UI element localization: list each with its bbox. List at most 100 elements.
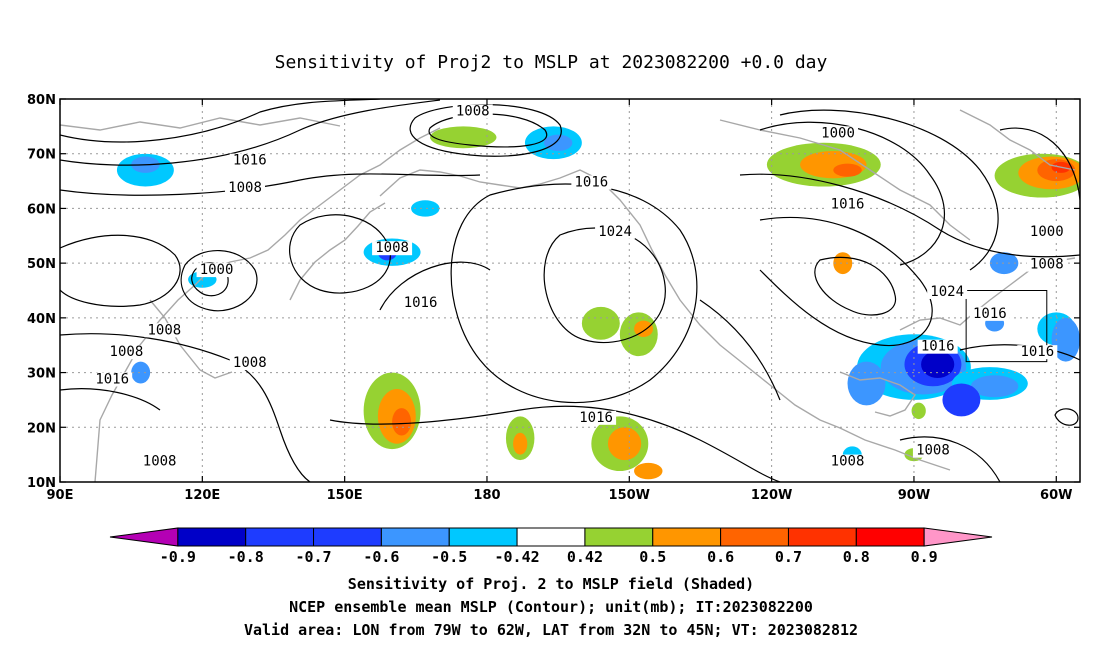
contour-label: 1016 (95, 372, 129, 388)
contour-label-bg (372, 241, 413, 256)
contour-label: 1008 (375, 240, 409, 256)
contour-label: 1008 (143, 454, 177, 470)
sensitivity-patch (131, 361, 151, 384)
lon-tick-label: 90E (47, 488, 74, 503)
colorbar-segment (652, 527, 722, 547)
contour-label: 1008 (110, 344, 144, 360)
sensitivity-patch (543, 134, 573, 151)
sensitivity-patch (581, 306, 620, 340)
contour-label-bg (1017, 345, 1058, 360)
lon-tick-label: 180 (473, 488, 500, 503)
contour-label-bg (818, 126, 859, 141)
contour-label-bg (571, 175, 612, 190)
contour-label: 1008 (1030, 257, 1064, 273)
lat-tick-label: 80N (27, 93, 56, 108)
colorbar-segment (245, 527, 315, 547)
contour-label: 1008 (831, 454, 865, 470)
contour-label-bg (969, 306, 1010, 321)
contour-label: 1008 (228, 180, 262, 196)
contour-label: 1000 (821, 125, 855, 141)
lat-tick-label: 70N (27, 148, 56, 163)
contour-label: 1016 (579, 410, 613, 426)
contour-label: 1008 (148, 322, 182, 338)
lat-tick-label: 50N (27, 257, 56, 272)
contour-label: 1016 (404, 295, 438, 311)
contour-label: 1016 (574, 175, 608, 191)
colorbar-level-label: 0.6 (707, 548, 734, 566)
sensitivity-patch (921, 350, 955, 379)
contour-label-bg (225, 181, 266, 196)
contour-label-bg (1026, 224, 1067, 239)
colorbar-level-label: 0.9 (911, 548, 938, 566)
contour-label: 1000 (200, 262, 234, 278)
contour-label: 1008 (456, 103, 490, 119)
contour-label: 1016 (1020, 344, 1054, 360)
colorbar-segment (584, 527, 654, 547)
colorbar-level-label: -0.7 (295, 548, 331, 566)
sensitivity-patch (847, 361, 886, 406)
lon-tick-label: 120W (751, 488, 792, 503)
contour-label-bg (92, 372, 133, 387)
colorbar-min-triangle (109, 527, 179, 547)
contour-label-bg (229, 356, 270, 371)
contour-label: 1008 (916, 443, 950, 459)
contour-label-bg (400, 295, 441, 310)
colorbar-segment (855, 527, 925, 547)
sensitivity-patch (989, 252, 1019, 275)
lon-tick-label: 60W (1040, 488, 1072, 503)
contour-label: 1024 (598, 224, 632, 240)
colorbar-segment (516, 527, 586, 547)
colorbar-level-label: 0.7 (775, 548, 802, 566)
contour-label-bg (827, 454, 868, 469)
map-frame (59, 98, 1081, 483)
colorbar-segment (787, 527, 857, 547)
colorbar-level-label: -0.42 (494, 548, 539, 566)
sensitivity-shading (116, 126, 1080, 480)
colorbar-level-label: 0.8 (843, 548, 870, 566)
sensitivity-patch (634, 320, 654, 338)
contour-label-bg (196, 263, 237, 278)
colorbar-level-label: -0.9 (160, 548, 196, 566)
sensitivity-patch (634, 462, 663, 480)
figure-title: Sensitivity of Proj2 to MSLP at 20230822… (275, 52, 828, 73)
sensitivity-patch (911, 402, 926, 420)
contour-label: 1016 (921, 339, 955, 355)
lat-tick-label: 60N (27, 202, 56, 217)
contour-label-bg (144, 323, 185, 338)
caption-line-2: NCEP ensemble mean MSLP (Contour); unit(… (289, 598, 813, 616)
contour-label-bg (595, 224, 636, 239)
sensitivity-patch (513, 432, 528, 455)
mslp-contours (60, 99, 1080, 482)
colorbar-max-triangle (923, 527, 993, 547)
contour-label-bg (912, 443, 953, 458)
colorbar-segment (177, 527, 247, 547)
sensitivity-patch (970, 375, 1019, 398)
lon-tick-label: 120E (184, 488, 220, 503)
sensitivity-patch (411, 200, 440, 217)
valid-area-box (965, 290, 1048, 363)
contour-label-bg (917, 339, 958, 354)
colorbar-level-label: -0.8 (228, 548, 264, 566)
lat-tick-label: 20N (27, 421, 56, 436)
contour-label: 1024 (930, 284, 964, 300)
colorbar-level-label: 0.5 (639, 548, 666, 566)
contour-label-bg (576, 410, 617, 425)
contour-label-bg (452, 104, 493, 119)
lat-tick-label: 10N (27, 476, 56, 491)
contour-label: 1000 (1030, 224, 1064, 240)
contour-label-bg (229, 153, 270, 168)
contour-label-bg (927, 284, 968, 299)
sensitivity-patch (607, 427, 642, 461)
sensitivity-patch (833, 163, 862, 177)
contour-label: 1008 (233, 355, 267, 371)
contour-label: 1016 (831, 196, 865, 212)
contour-label-bg (106, 345, 147, 360)
colorbar: -0.9 -0.8 -0.7 -0.6 -0.5 -0.42 0.42 0.5 0.6 0.7 0.… (109, 527, 993, 566)
sensitivity-patch (833, 252, 853, 275)
contour-label: 1016 (973, 306, 1007, 322)
colorbar-segment (448, 527, 518, 547)
contour-label-bg (1026, 257, 1067, 272)
caption-line-1: Sensitivity of Proj. 2 to MSLP field (Sh… (348, 575, 754, 593)
